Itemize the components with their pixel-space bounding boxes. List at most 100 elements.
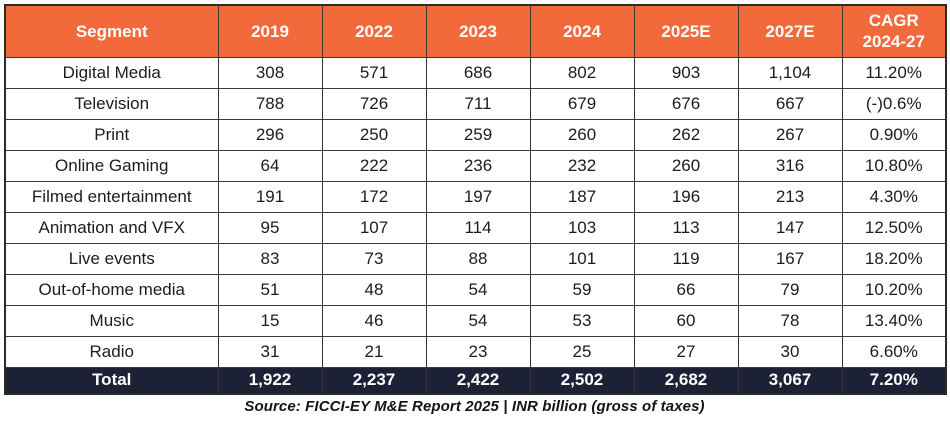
value-cell: (-)0.6% [841, 87, 947, 120]
source-note: Source: FICCI-EY M&E Report 2025 | INR b… [244, 398, 705, 415]
header-cell: CAGR 2024-27 [841, 4, 947, 58]
value-cell: 103 [529, 211, 635, 244]
value-cell: 213 [737, 180, 843, 213]
value-cell: 83 [217, 242, 323, 275]
segment-cell: Animation and VFX [4, 211, 219, 244]
value-cell: 30 [737, 335, 843, 368]
segment-cell: Music [4, 304, 219, 337]
value-cell: 2,682 [633, 366, 739, 395]
value-cell: 667 [737, 87, 843, 120]
value-cell: 7.20% [841, 366, 947, 395]
value-cell: 191 [217, 180, 323, 213]
table-row: Out-of-home media 51 48 54 59 66 79 10.20% [4, 273, 947, 306]
table-row: Print 296 250 259 260 262 267 0.90% [4, 118, 947, 151]
value-cell: 571 [321, 56, 427, 89]
value-cell: 267 [737, 118, 843, 151]
table-row: Digital Media 308 571 686 802 903 1,104 11.20% [4, 56, 947, 89]
header-row: Segment 2019 2022 2023 2024 2025E 2027E CAGR 20… [4, 4, 947, 58]
table-row: Animation and VFX 95 107 114 103 113 147 12.50% [4, 211, 947, 244]
value-cell: 686 [425, 56, 531, 89]
segment-cell: Television [4, 87, 219, 120]
value-cell: 316 [737, 149, 843, 182]
value-cell: 88 [425, 242, 531, 275]
value-cell: 66 [633, 273, 739, 306]
value-cell: 711 [425, 87, 531, 120]
header-cell: 2024 [529, 4, 635, 58]
value-cell: 726 [321, 87, 427, 120]
segment-cell: Print [4, 118, 219, 151]
header-cell: 2019 [217, 4, 323, 58]
value-cell: 3,067 [737, 366, 843, 395]
value-cell: 6.60% [841, 335, 947, 368]
value-cell: 1,104 [737, 56, 843, 89]
value-cell: 15 [217, 304, 323, 337]
segment-cell: Out-of-home media [4, 273, 219, 306]
table-row: Live events 83 73 88 101 119 167 18.20% [4, 242, 947, 275]
value-cell: 296 [217, 118, 323, 151]
value-cell: 0.90% [841, 118, 947, 151]
value-cell: 676 [633, 87, 739, 120]
value-cell: 250 [321, 118, 427, 151]
value-cell: 31 [217, 335, 323, 368]
segment-cell: Radio [4, 335, 219, 368]
value-cell: 802 [529, 56, 635, 89]
value-cell: 187 [529, 180, 635, 213]
table-row: Online Gaming 64 222 236 232 260 316 10.80% [4, 149, 947, 182]
segment-cell: Total [4, 366, 219, 395]
value-cell: 54 [425, 304, 531, 337]
segment-revenue-table: Segment 2019 2022 2023 2024 2025E 2027E CAGR 20… [4, 4, 947, 395]
value-cell: 2,502 [529, 366, 635, 395]
value-cell: 260 [633, 149, 739, 182]
value-cell: 4.30% [841, 180, 947, 213]
value-cell: 101 [529, 242, 635, 275]
value-cell: 2,422 [425, 366, 531, 395]
table-row: Filmed entertainment 191 172 197 187 196 213 4.… [4, 180, 947, 213]
segment-cell: Live events [4, 242, 219, 275]
table-row: Television 788 726 711 679 676 667 (-)0.6% [4, 87, 947, 120]
value-cell: 73 [321, 242, 427, 275]
value-cell: 167 [737, 242, 843, 275]
header-cell: Segment [4, 4, 219, 58]
value-cell: 51 [217, 273, 323, 306]
value-cell: 53 [529, 304, 635, 337]
value-cell: 48 [321, 273, 427, 306]
table-row: Music 15 46 54 53 60 78 13.40% [4, 304, 947, 337]
value-cell: 172 [321, 180, 427, 213]
value-cell: 25 [529, 335, 635, 368]
value-cell: 21 [321, 335, 427, 368]
header-cell: 2027E [737, 4, 843, 58]
value-cell: 113 [633, 211, 739, 244]
value-cell: 107 [321, 211, 427, 244]
value-cell: 10.20% [841, 273, 947, 306]
header-cell: 2023 [425, 4, 531, 58]
value-cell: 13.40% [841, 304, 947, 337]
value-cell: 79 [737, 273, 843, 306]
value-cell: 23 [425, 335, 531, 368]
value-cell: 12.50% [841, 211, 947, 244]
value-cell: 11.20% [841, 56, 947, 89]
value-cell: 236 [425, 149, 531, 182]
value-cell: 18.20% [841, 242, 947, 275]
segment-cell: Digital Media [4, 56, 219, 89]
value-cell: 64 [217, 149, 323, 182]
value-cell: 114 [425, 211, 531, 244]
header-cell: 2025E [633, 4, 739, 58]
value-cell: 59 [529, 273, 635, 306]
value-cell: 10.80% [841, 149, 947, 182]
value-cell: 2,237 [321, 366, 427, 395]
value-cell: 262 [633, 118, 739, 151]
value-cell: 95 [217, 211, 323, 244]
value-cell: 54 [425, 273, 531, 306]
value-cell: 260 [529, 118, 635, 151]
value-cell: 60 [633, 304, 739, 337]
value-cell: 788 [217, 87, 323, 120]
value-cell: 259 [425, 118, 531, 151]
value-cell: 232 [529, 149, 635, 182]
value-cell: 197 [425, 180, 531, 213]
value-cell: 308 [217, 56, 323, 89]
value-cell: 147 [737, 211, 843, 244]
value-cell: 27 [633, 335, 739, 368]
value-cell: 679 [529, 87, 635, 120]
value-cell: 903 [633, 56, 739, 89]
